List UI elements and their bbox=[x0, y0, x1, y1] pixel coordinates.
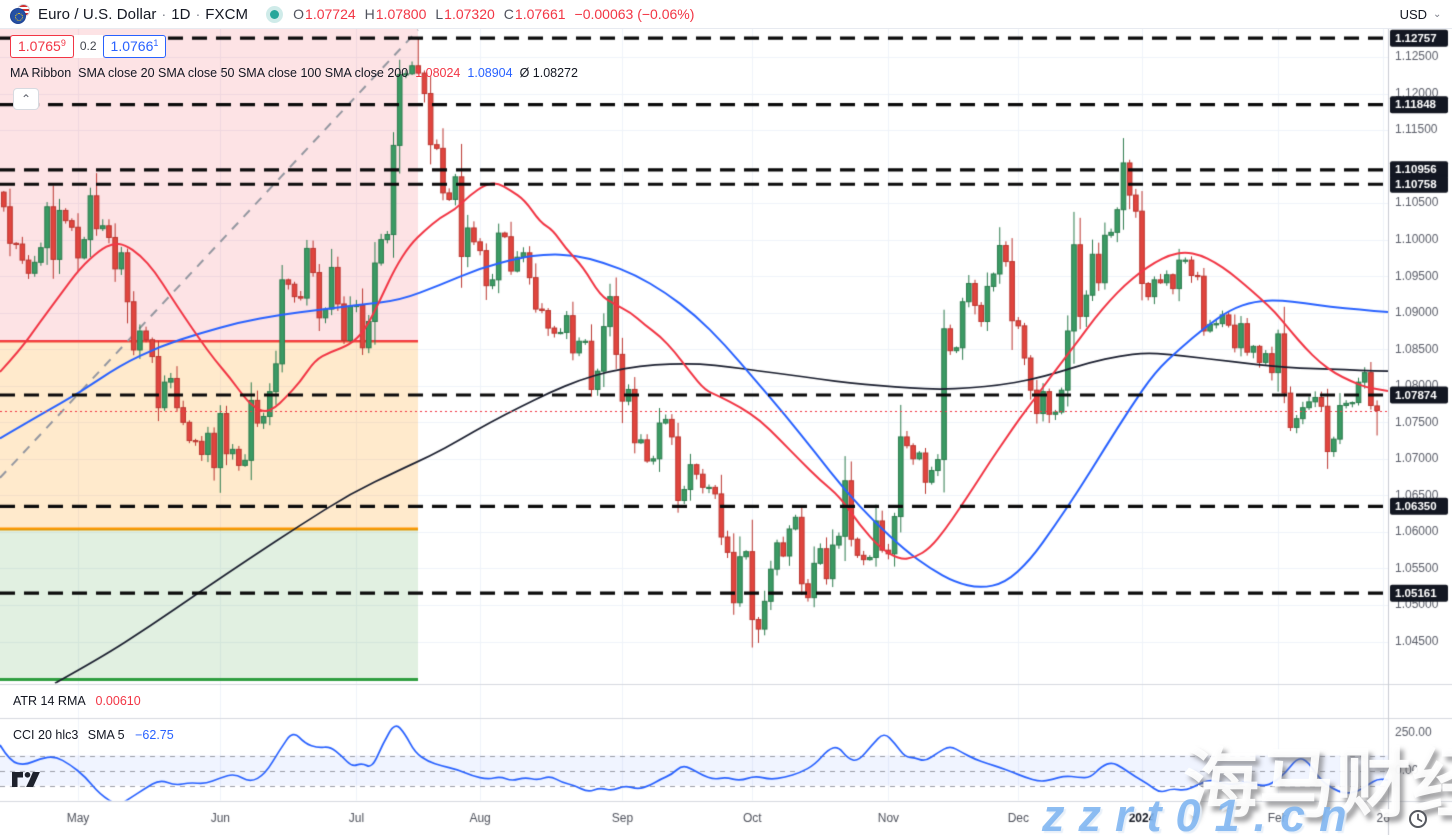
sell-price: 1.0765 bbox=[18, 38, 61, 54]
high-value: 1.07800 bbox=[375, 6, 427, 22]
separator-dot: · bbox=[195, 6, 201, 22]
cci-name: CCI 20 hlc3 bbox=[13, 728, 79, 742]
close-key: C bbox=[503, 6, 514, 22]
sell-price-button[interactable]: 1.07659 bbox=[10, 35, 74, 58]
open-value: 1.07724 bbox=[305, 6, 356, 22]
ma50-value: 1.08904 bbox=[467, 66, 513, 80]
cci-legend[interactable]: CCI 20 hlc3 SMA 5 −62.75 bbox=[13, 728, 174, 742]
close-value: 1.07661 bbox=[514, 6, 566, 22]
atr-value: 0.00610 bbox=[95, 694, 141, 708]
chevron-down-icon: ⌄ bbox=[1433, 8, 1442, 20]
sell-price-sup: 9 bbox=[60, 38, 66, 48]
pair-flags-icon bbox=[10, 4, 32, 24]
separator-dot: · bbox=[161, 6, 167, 22]
ohlc-readout: O1.07724 H1.07800 L1.07320 C1.07661 −0.0… bbox=[293, 6, 694, 22]
indicator-name: MA Ribbon bbox=[10, 66, 72, 80]
timeframe-label[interactable]: 1D bbox=[171, 5, 191, 23]
chevron-up-icon: ⌃ bbox=[20, 92, 32, 106]
atr-legend[interactable]: ATR 14 RMA 0.00610 bbox=[13, 694, 141, 708]
cci-value: −62.75 bbox=[135, 728, 174, 742]
chart-header: Euro / U.S. Dollar · 1D · FXCM O1.07724 … bbox=[0, 0, 1389, 29]
cci-sma-name: SMA 5 bbox=[87, 728, 125, 742]
high-key: H bbox=[364, 6, 375, 22]
tradingview-logo-icon[interactable] bbox=[11, 771, 41, 788]
low-value: 1.07320 bbox=[444, 6, 495, 22]
market-open-dot-icon bbox=[270, 9, 280, 19]
collapse-legend-button[interactable]: ⌃ bbox=[13, 88, 39, 110]
eu-flag-icon bbox=[10, 8, 26, 24]
spread-value: 0.2 bbox=[73, 35, 103, 58]
symbol-title[interactable]: Euro / U.S. Dollar bbox=[38, 5, 157, 23]
atr-name: ATR 14 RMA bbox=[13, 694, 86, 708]
currency-selector-button[interactable]: USD ⌄ bbox=[1389, 0, 1452, 29]
clock-icon[interactable] bbox=[1407, 808, 1429, 830]
buy-price-sup: 1 bbox=[153, 38, 159, 48]
ma-ribbon-legend[interactable]: MA Ribbon SMA close 20 SMA close 50 SMA … bbox=[10, 66, 578, 80]
indicator-params: SMA close 20 SMA close 50 SMA close 100 … bbox=[78, 66, 409, 80]
buy-price: 1.0766 bbox=[110, 38, 154, 54]
ma20-value: 1.08024 bbox=[415, 66, 461, 80]
buy-price-button[interactable]: 1.07661 bbox=[102, 35, 167, 58]
currency-label: USD bbox=[1399, 6, 1428, 22]
ma-average-value: Ø 1.08272 bbox=[519, 66, 578, 80]
change-value: −0.00063 (−0.06%) bbox=[574, 6, 695, 22]
low-key: L bbox=[435, 6, 444, 22]
open-key: O bbox=[293, 6, 305, 22]
order-panel: 1.07659 0.2 1.07661 bbox=[10, 35, 167, 58]
exchange-label[interactable]: FXCM bbox=[205, 5, 249, 23]
